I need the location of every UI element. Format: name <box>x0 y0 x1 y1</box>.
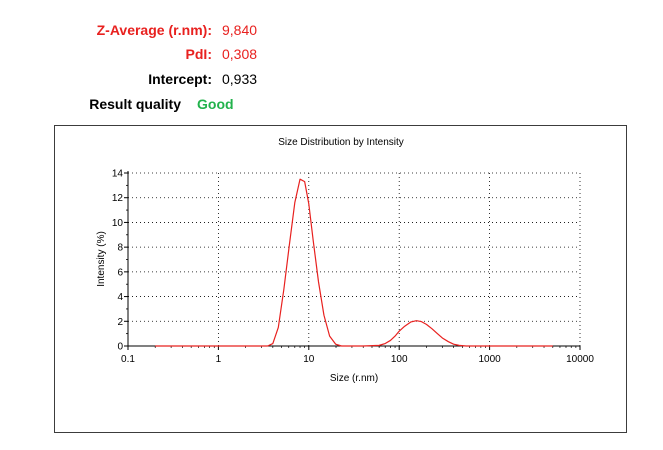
grid <box>128 172 581 346</box>
y-axis-label: Intensity (%) <box>96 231 107 287</box>
intercept-label: Intercept: <box>148 71 212 87</box>
results-summary: Z-Average (r.nm): 9,840 PdI: 0,308 Inter… <box>0 0 663 120</box>
tick-labels: 0 2 4 6 8 10 12 14 0.1 1 10 100 1000 10000 <box>112 169 594 366</box>
quality-row: Result quality <box>0 95 181 113</box>
y-tick-label: 12 <box>112 193 124 204</box>
pdi-label: PdI: <box>185 46 212 62</box>
y-tick-label: 0 <box>117 342 123 353</box>
z-average-label: Z-Average (r.nm): <box>96 22 212 38</box>
chart-panel <box>54 125 627 433</box>
intercept-value: 0,933 <box>222 71 258 87</box>
z-average-value: 9,840 <box>222 22 258 38</box>
x-tick-label: 10000 <box>566 354 594 365</box>
x-tick-label: 1000 <box>478 354 501 365</box>
y-tick-label: 8 <box>117 243 123 254</box>
x-tick-label: 10 <box>303 354 315 365</box>
quality-value: Good <box>197 96 234 112</box>
y-tick-label: 2 <box>117 317 123 328</box>
x-axis-label: Size (r.nm) <box>330 373 378 384</box>
series-line <box>155 178 553 347</box>
intercept-row: Intercept: <box>0 70 212 88</box>
pdi-row: PdI: <box>0 45 212 63</box>
series <box>155 178 553 347</box>
x-tick-label: 100 <box>391 354 408 365</box>
x-tick-label: 0.1 <box>121 354 135 365</box>
x-tick-label: 1 <box>216 354 222 365</box>
z-average-row: Z-Average (r.nm): <box>0 21 212 39</box>
y-tick-label: 4 <box>117 292 123 303</box>
y-tick-label: 6 <box>117 267 123 278</box>
chart-title: Size Distribution by Intensity <box>278 137 404 148</box>
y-tick-label: 14 <box>112 169 124 180</box>
y-tick-label: 10 <box>112 218 124 229</box>
pdi-value: 0,308 <box>222 46 258 62</box>
quality-label: Result quality <box>89 96 181 112</box>
